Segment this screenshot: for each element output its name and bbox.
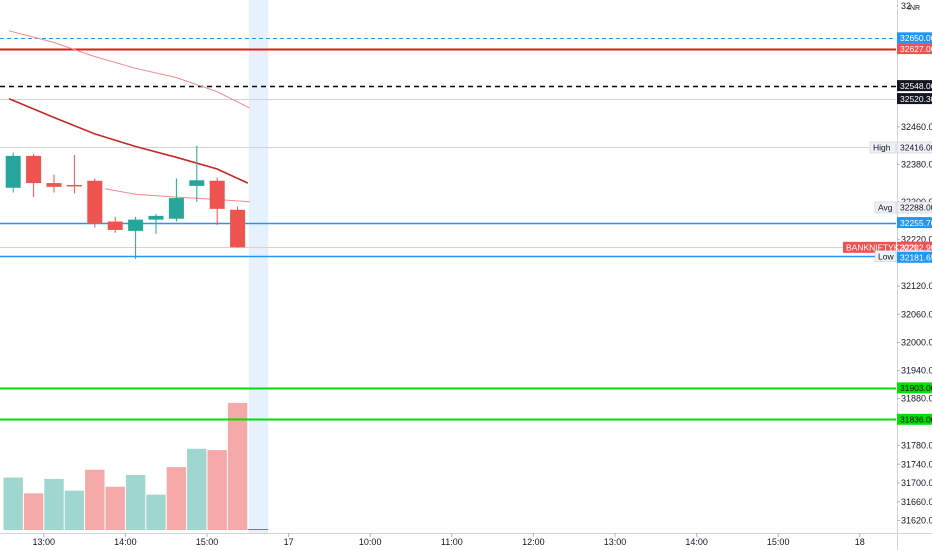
volume-bar (146, 494, 166, 530)
volume-bar (187, 448, 207, 530)
price-tag[interactable] (896, 201, 932, 214)
price-tag-label: 32181.65 (900, 252, 932, 262)
price-tick-label: 32460.00 (901, 122, 932, 132)
price-tag[interactable] (897, 43, 932, 55)
symbol-tag-label: BANKNIFTYK2021 (846, 243, 919, 253)
time-tick-label: 15:00 (767, 537, 790, 547)
stat-tag[interactable] (869, 141, 897, 154)
volume-bar (105, 486, 125, 530)
currency-label: INR (908, 5, 921, 12)
candle[interactable] (26, 155, 42, 184)
volume-bar (3, 477, 23, 530)
price-tag[interactable] (897, 80, 932, 92)
price-tick-label: 32220.00 (901, 234, 932, 244)
candle[interactable] (87, 180, 103, 223)
candle[interactable] (107, 221, 123, 230)
stat-tag-label: High (873, 143, 891, 153)
moving-average-line-light (8, 30, 251, 109)
time-tick-label: 14:00 (685, 537, 708, 547)
time-tick-label: 10:00 (359, 537, 382, 547)
price-tick-label: 31740.00 (901, 459, 932, 469)
stat-tag-label: Avg (878, 203, 893, 213)
time-tick-label: 13:00 (604, 537, 627, 547)
price-tag[interactable] (897, 93, 932, 105)
price-tick-label: 31880.00 (901, 394, 932, 404)
price-tag-label: 32288.00 (900, 203, 932, 213)
moving-average-line (8, 97, 249, 184)
time-tick-label: 11:00 (441, 537, 463, 547)
price-tag[interactable] (897, 251, 932, 263)
time-tick-label: 15:00 (196, 537, 219, 547)
time-tick-label: 17 (284, 537, 294, 547)
price-tick-label: 32380.00 (901, 159, 932, 169)
volume-bar (23, 493, 44, 530)
price-tick-label: 31940.00 (901, 366, 932, 376)
volume-bar (207, 450, 227, 530)
price-tag[interactable] (897, 382, 932, 394)
price-tick-label: 31780.00 (901, 441, 932, 451)
candle[interactable] (168, 198, 184, 219)
symbol-tag[interactable] (843, 241, 896, 253)
price-tick-label: 31700.00 (901, 478, 932, 488)
price-tag[interactable] (897, 217, 932, 229)
price-tag-label: 32416.00 (900, 143, 932, 153)
time-tick-label: 12:00 (522, 537, 545, 547)
price-tag-label: 32202.90 (900, 243, 932, 253)
candle[interactable] (66, 184, 82, 187)
price-tag-label: 32255.70 (900, 218, 932, 228)
candle[interactable] (189, 180, 205, 186)
price-tag-label: 32548.00 (900, 81, 932, 91)
price-tick-label: 31620.00 (901, 516, 932, 526)
volume-bar (85, 469, 105, 530)
candle[interactable] (5, 155, 21, 188)
candle[interactable] (148, 215, 164, 220)
volume-bar (166, 467, 187, 530)
stat-tag[interactable] (874, 250, 897, 262)
price-tag-label: 32627.00 (900, 44, 932, 54)
price-tick-label: 32060.00 (901, 309, 932, 319)
time-tick-label: 14:00 (114, 537, 137, 547)
price-tag-label: 31903.00 (900, 383, 932, 393)
price-tick-label: 32000.00 (901, 337, 932, 347)
volume-bar (64, 490, 85, 530)
time-tick-label: 13:00 (33, 537, 56, 547)
volume-bar (227, 402, 248, 530)
candle[interactable] (46, 183, 62, 187)
candle[interactable] (128, 219, 144, 231)
price-tick-label: 31660.00 (901, 497, 932, 507)
price-tag-label: 32520.30 (900, 94, 932, 104)
price-tag[interactable] (897, 32, 932, 44)
volume-bar (44, 478, 64, 530)
price-tag[interactable] (897, 241, 932, 253)
stat-tag-label: Low (878, 251, 894, 261)
volume-bar (125, 474, 146, 530)
price-tag-label: 32650.00 (900, 33, 932, 43)
price-scale-top-label: 32 (901, 1, 912, 11)
price-tag[interactable] (897, 413, 932, 425)
candle[interactable] (230, 209, 246, 248)
time-tick-label: 18 (855, 537, 865, 547)
price-tag-label: 31836.00 (900, 414, 932, 424)
stat-tag[interactable] (874, 201, 897, 214)
current-bar-highlight (248, 0, 269, 533)
price-tick-label: 32120.00 (901, 281, 932, 291)
candle[interactable] (209, 180, 225, 209)
price-tag[interactable] (896, 141, 932, 154)
